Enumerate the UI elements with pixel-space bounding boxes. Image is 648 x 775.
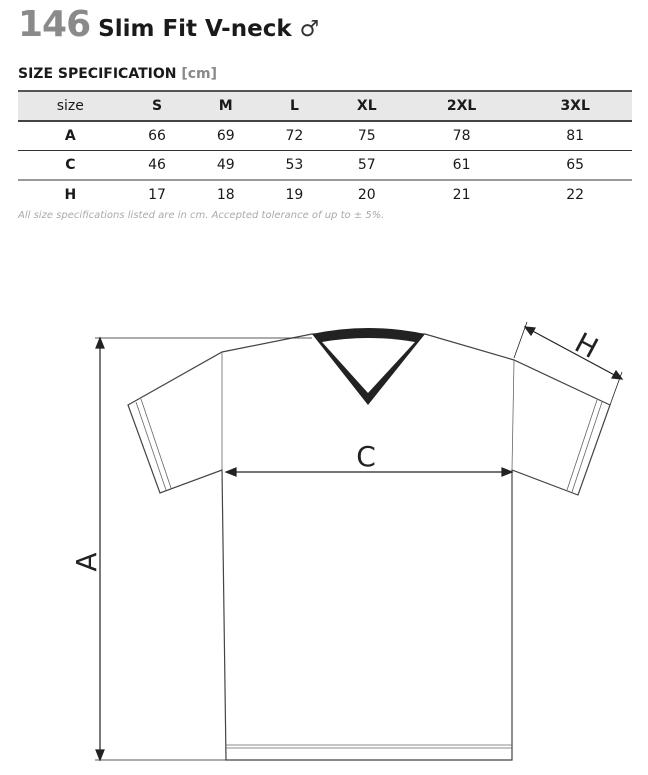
table-cell: 66 [148, 128, 166, 144]
table-cell: 22 [566, 187, 585, 203]
row-label: A [64, 128, 76, 144]
table-header-row: size S M L XL 2XL 3XL [18, 91, 632, 121]
spec-unit: [cm] [181, 66, 218, 82]
table-cell: 21 [452, 187, 471, 203]
spec-heading: SIZE SPECIFICATION [cm] [18, 66, 217, 82]
tolerance-note: All size specifications listed are in cm… [18, 210, 385, 221]
table-cell: 17 [148, 187, 166, 203]
table-cell: 61 [452, 157, 471, 173]
label-a: A [70, 552, 103, 571]
table-row: H 17 18 19 20 21 22 [18, 180, 632, 209]
table-cell: 19 [285, 187, 304, 203]
table-cell: 81 [566, 128, 585, 144]
product-title: 146 Slim Fit V-neck ♂ [18, 4, 319, 45]
spec-title: SIZE SPECIFICATION [18, 66, 177, 82]
column-header: XL [356, 98, 377, 114]
right-cuff-stitch [566, 399, 603, 493]
column-header: S [151, 98, 163, 114]
row-label: C [65, 157, 76, 173]
size-table: size S M L XL 2XL 3XL A 66 69 72 75 78 81 C 46 49… [18, 90, 632, 209]
hem-stitch [226, 744, 512, 749]
table-cell: 57 [357, 157, 376, 173]
product-number: 146 [18, 4, 91, 45]
table-cell: 53 [285, 157, 304, 173]
column-header: L [289, 98, 299, 114]
table-cell: 49 [216, 157, 235, 173]
product-name: Slim Fit V-neck [98, 16, 292, 42]
table-cell: 72 [285, 128, 304, 144]
column-header: size [56, 98, 84, 114]
table-cell: 46 [148, 157, 166, 173]
table-cell: 75 [357, 128, 376, 144]
table-cell: 69 [216, 128, 235, 144]
male-icon: ♂ [299, 17, 320, 42]
table-row: A 66 69 72 75 78 81 [18, 121, 632, 151]
column-header: 2XL [446, 98, 477, 114]
table-row: C 46 49 53 57 61 65 [18, 151, 632, 180]
left-cuff-stitch [135, 398, 172, 491]
table-cell: 65 [566, 157, 585, 173]
column-header: 3XL [560, 98, 590, 114]
table-cell: 78 [452, 128, 471, 144]
table-cell: 20 [357, 187, 376, 203]
row-label: H [64, 187, 77, 203]
label-h: H [569, 326, 603, 365]
table-cell: 18 [216, 187, 235, 203]
right-shoulder-seam [511, 359, 515, 471]
column-header: M [218, 98, 233, 114]
label-c: C [356, 440, 376, 473]
dimension-h-line [526, 327, 621, 379]
